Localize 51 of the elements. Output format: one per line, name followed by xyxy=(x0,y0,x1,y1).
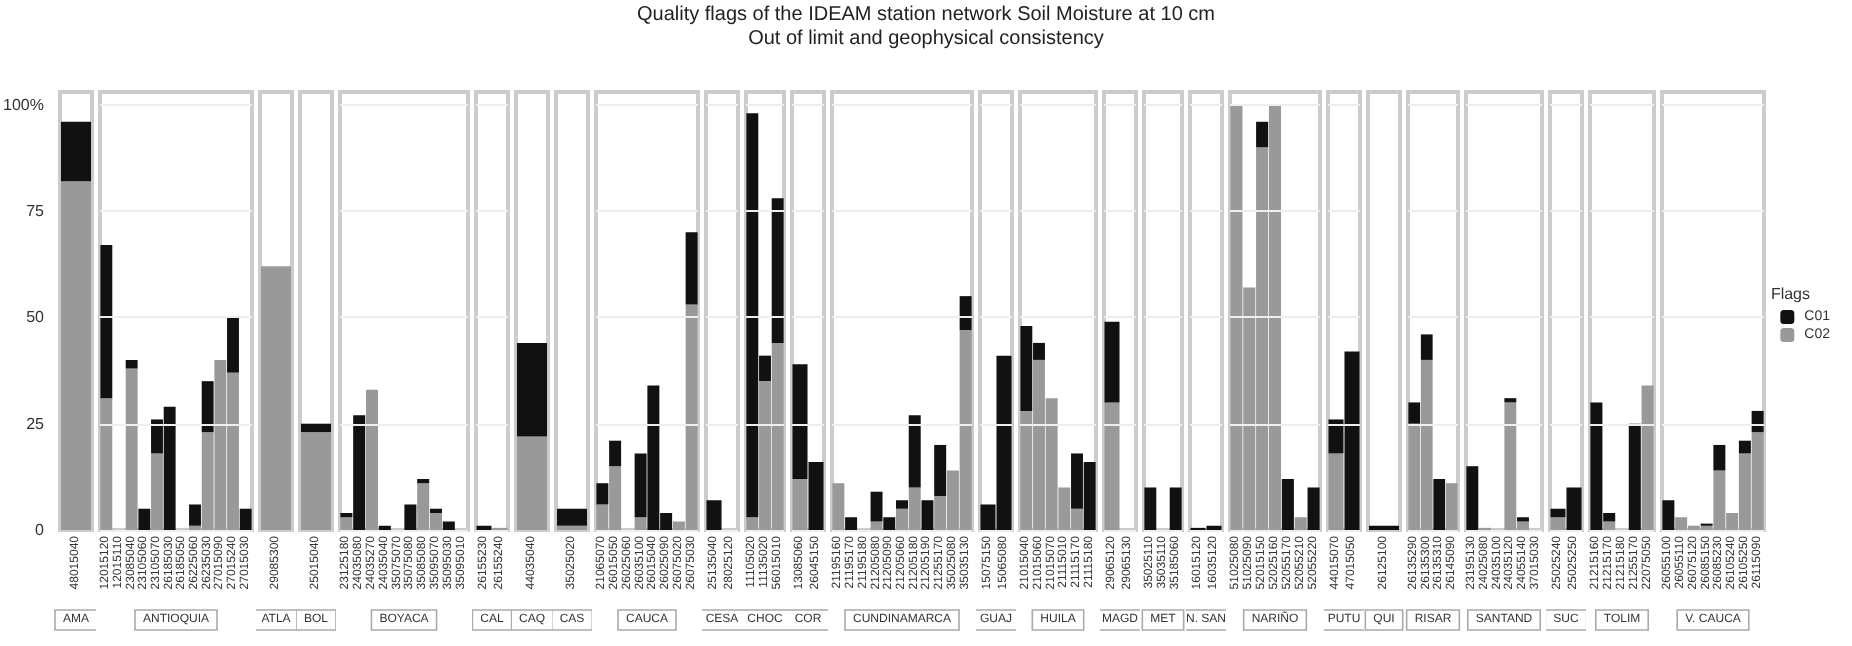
bar xyxy=(1294,517,1308,530)
bar xyxy=(1256,121,1269,148)
bar xyxy=(771,198,784,343)
bar xyxy=(1739,440,1752,454)
bar xyxy=(596,483,609,505)
bar xyxy=(189,504,201,526)
y-tick-label: 50 xyxy=(26,308,46,327)
y-tick-label: 75 xyxy=(26,202,46,221)
bar xyxy=(895,500,908,509)
bar xyxy=(1307,487,1320,530)
bar xyxy=(100,398,113,530)
bar xyxy=(100,245,113,399)
bar xyxy=(1662,500,1675,530)
bar xyxy=(443,521,456,530)
bar xyxy=(1603,521,1616,530)
y-tick-label: 0 xyxy=(35,521,46,539)
y-tick-label: 100% xyxy=(3,95,44,114)
bar xyxy=(1466,466,1479,530)
bar xyxy=(1282,478,1295,530)
bar xyxy=(405,504,418,530)
bar xyxy=(934,444,947,496)
bar xyxy=(239,508,252,530)
bar xyxy=(634,517,647,530)
bar xyxy=(1629,423,1642,530)
bar xyxy=(417,478,430,484)
bar xyxy=(125,368,138,530)
bar xyxy=(1445,483,1457,530)
bar xyxy=(366,389,379,530)
bar xyxy=(609,440,621,467)
bar xyxy=(201,381,214,433)
bar xyxy=(1420,334,1432,360)
bar xyxy=(1642,385,1655,530)
bar xyxy=(1407,402,1420,424)
bar xyxy=(832,483,845,530)
y-tick-label: 25 xyxy=(26,414,46,433)
bar xyxy=(959,296,972,331)
bar xyxy=(138,508,151,530)
chart-subtitle: Out of limit and geophysical consistency xyxy=(746,28,1106,52)
bar xyxy=(1713,444,1726,471)
legend-title: Flags xyxy=(1771,285,1811,303)
bar xyxy=(921,500,934,530)
bar xyxy=(908,415,921,488)
bar xyxy=(227,317,239,373)
bar xyxy=(844,517,857,530)
bar xyxy=(125,359,138,369)
bar xyxy=(341,517,354,530)
bar xyxy=(151,453,163,530)
bar xyxy=(870,521,883,530)
chart-title: Quality flags of the IDEAM station network Soil Moisture at 10 cm xyxy=(634,4,1217,28)
bar xyxy=(685,232,698,305)
bar xyxy=(1432,478,1445,530)
